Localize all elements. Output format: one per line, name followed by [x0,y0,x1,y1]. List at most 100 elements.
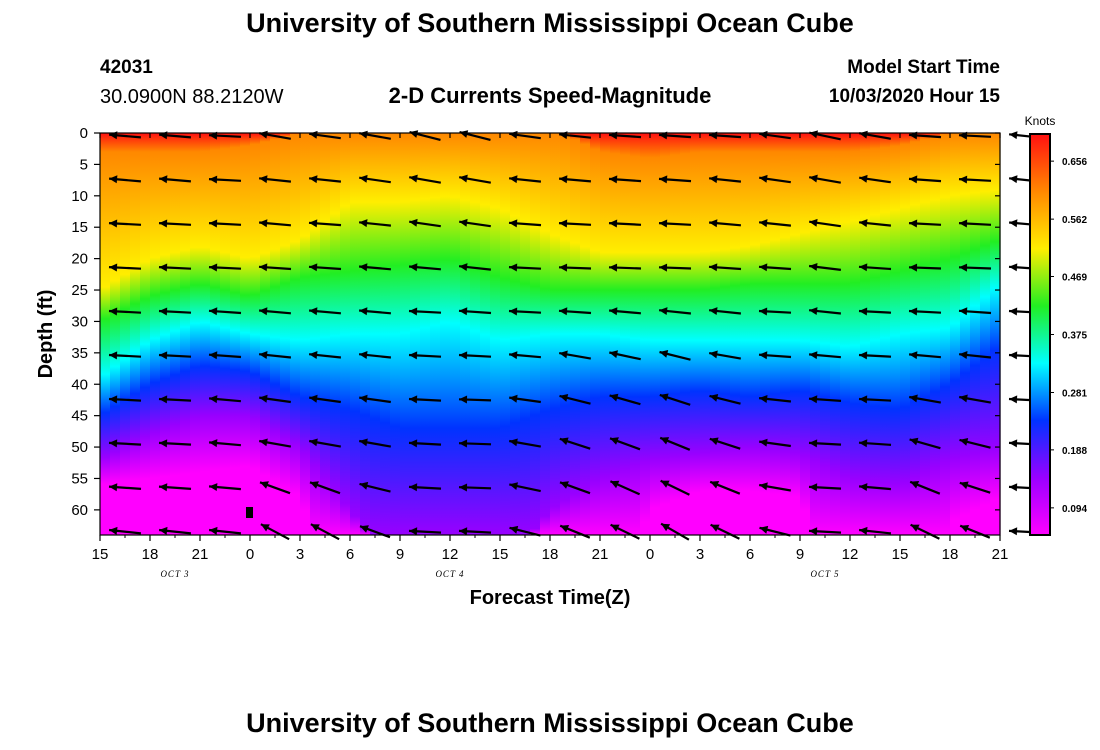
current-arrow [158,219,192,228]
arrow-head [710,481,720,489]
model-start-value: 10/03/2020 Hour 15 [828,86,1000,107]
data-marker [246,507,253,518]
arrow-head [709,219,718,228]
arrow-head [660,437,670,445]
arrow-head [759,263,768,272]
heatmap-cell [110,133,121,535]
date-label: OCT 5 [810,569,839,579]
heatmap-cell [360,133,371,535]
current-arrow [408,307,442,316]
heatmap-cell [400,133,411,535]
arrow-head [609,219,618,228]
current-arrow [509,438,541,448]
current-arrow [609,307,641,316]
arrow-head [661,523,671,532]
arrow-head [859,174,868,183]
arrow-head [859,395,868,404]
arrow-head [409,218,418,227]
station-coordinates: 30.0900N 88.2120W [100,86,284,108]
current-arrow [459,174,491,184]
arrow-head [1009,483,1018,492]
arrow-head [309,175,318,184]
arrow-head [309,394,318,403]
current-arrow [408,351,442,360]
current-arrow [708,175,742,184]
current-arrow [308,175,342,184]
arrow-head [659,175,668,184]
arrow-head [409,174,418,183]
current-arrow [558,263,592,272]
current-arrow [359,263,391,272]
arrow-head [859,263,868,272]
current-arrow [109,175,141,184]
arrow-head [459,263,468,271]
arrow-head [509,438,518,447]
arrow-head [310,524,320,532]
heatmap-cell [670,133,681,535]
heatmap-cell [650,133,661,535]
current-arrow [509,525,541,537]
arrow-head [360,525,369,533]
arrow-head [209,483,218,491]
heatmap-cell [750,133,761,535]
heatmap-cell [310,133,321,535]
current-arrow [858,263,892,272]
arrow-head [309,438,318,447]
current-arrow [359,481,391,493]
current-arrow [908,219,942,228]
arrow-head [409,351,418,360]
current-arrow [759,174,791,184]
arrow-head [209,263,218,272]
arrow-head [359,481,369,490]
current-arrow [958,263,992,272]
current-arrow [108,526,142,535]
arrow-head [959,438,969,446]
current-arrow [509,394,541,404]
current-arrow [158,263,192,272]
heatmap-cell [380,133,391,535]
current-arrow [609,437,641,451]
heatmap-cell [470,133,481,535]
current-arrow [809,218,841,228]
heatmap-cell [810,133,821,535]
current-arrow [959,394,991,404]
arrow-head [259,175,268,184]
arrow-head [109,483,118,492]
arrow-head [809,218,818,227]
heatmap-cell [680,133,691,535]
arrow-head [909,307,918,316]
arrow-head [109,395,118,404]
x-tick-label: 15 [892,546,909,563]
y-tick-label: 0 [80,125,88,142]
current-arrow [559,437,591,450]
arrow-head [909,263,918,272]
current-arrow [658,219,692,228]
arrow-head [409,263,418,272]
heatmap-cell [420,133,431,535]
heatmap-cell [610,133,621,535]
current-arrow [758,219,792,228]
arrow-head [209,526,218,535]
arrow-head [959,481,969,490]
arrow-head [459,395,468,404]
current-arrow [508,307,542,316]
current-arrow [808,439,842,448]
current-arrow [408,439,442,448]
y-tick-label: 30 [71,313,88,330]
heatmap-cell [640,133,651,535]
y-tick-label: 10 [71,188,88,205]
arrow-head [1009,307,1018,316]
current-arrow [858,395,892,404]
arrow-head [759,174,768,183]
arrow-head [609,350,618,359]
arrow-head [609,393,619,402]
arrow-head [959,263,968,272]
arrow-head [659,393,669,402]
arrow-head [1009,439,1018,448]
current-arrow [308,219,342,228]
arrow-head [1009,131,1018,140]
heatmap-cell [970,133,981,535]
colorbar-unit-label: Knots [1025,114,1056,128]
x-tick-label: 12 [442,546,459,563]
